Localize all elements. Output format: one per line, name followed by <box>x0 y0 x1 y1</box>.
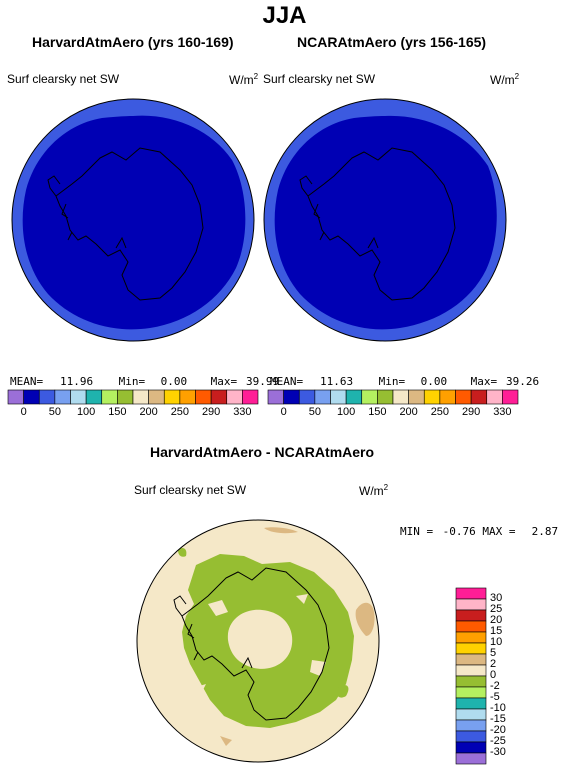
colorbar-tick-label: -15 <box>490 713 506 725</box>
colorbar-tick-label: 330 <box>493 406 512 418</box>
colorbar-tick-label: 10 <box>490 636 503 648</box>
colorbar-tick-label: 290 <box>461 406 481 418</box>
colorbar-tick-label: 20 <box>490 614 503 626</box>
colorbar-box <box>502 389 519 405</box>
colorbar-box <box>455 664 487 677</box>
diff-colorbar <box>455 587 487 765</box>
diff-pocket-4 <box>186 684 206 696</box>
colorbar-tick-label: 290 <box>201 406 221 418</box>
diff-units: W/m2 <box>359 483 389 498</box>
colorbar-tick-label: -5 <box>490 691 500 703</box>
diff-center-pocket <box>227 609 293 669</box>
colorbar-box <box>455 620 487 633</box>
panel-left-colorbar-ticks: 0 50 100 150 200 250 290 330 <box>8 406 258 420</box>
diff-pocket-1 <box>208 600 228 616</box>
colorbar-box <box>455 708 487 721</box>
panel-right-colorbar <box>267 389 519 405</box>
panel-left-title: HarvardAtmAero (yrs 160-169) <box>32 34 234 50</box>
colorbar-box <box>242 389 259 405</box>
colorbar-box <box>455 730 487 743</box>
colorbar-tick-label: 50 <box>48 406 61 418</box>
panel-right-colorbar-ticks: 0 50 100 150 200 250 290 330 <box>268 406 518 420</box>
diff-pocket-2 <box>296 594 308 604</box>
colorbar-tick-label: 150 <box>108 406 127 418</box>
colorbar-tick-label: 15 <box>490 625 503 637</box>
diff-light-patch-2 <box>264 527 298 534</box>
colorbar-tick-label: 5 <box>490 647 497 659</box>
colorbar-tick-label: -2 <box>490 680 500 692</box>
panel-left-units: W/m2 <box>229 72 259 87</box>
colorbar-tick-label: 250 <box>430 406 450 418</box>
colorbar-box <box>455 609 487 622</box>
panel-left-variable-label: Surf clearsky net SW <box>7 72 120 86</box>
colorbar-tick-label: 0 <box>490 669 497 681</box>
panel-left-field-inner <box>22 115 246 330</box>
colorbar-box <box>455 719 487 732</box>
panel-right-units: W/m2 <box>490 72 520 87</box>
colorbar-tick-label: -25 <box>490 735 506 747</box>
panel-left-colorbar <box>7 389 259 405</box>
colorbar-tick-label: 30 <box>490 592 503 604</box>
diff-colorbar-ticks: 30 25 20 15 10 5 2 0 -2 -5 -10 -15 -20 -25 -30 <box>490 588 530 764</box>
figure-title: JJA <box>262 2 307 29</box>
colorbar-box <box>455 631 487 644</box>
diff-light-patch-3 <box>220 736 232 746</box>
diff-border <box>136 519 380 763</box>
panel-left-peninsula <box>47 175 127 249</box>
colorbar-tick-label: 50 <box>308 406 321 418</box>
colorbar-tick-label: 100 <box>336 406 356 418</box>
colorbar-box <box>455 642 487 655</box>
diff-small-patch-2 <box>336 685 349 698</box>
panel-right-field-inner <box>274 115 497 330</box>
colorbar-tick-label: -10 <box>490 702 506 714</box>
panel-left-stats: MEAN= 11.96 Min= 0.00 Max= 39.99 <box>10 375 280 388</box>
diff-light-patch-1 <box>355 602 375 636</box>
panel-right-peninsula <box>299 175 379 249</box>
colorbar-box <box>455 697 487 710</box>
panel-right-variable-label: Surf clearsky net SW <box>263 72 376 86</box>
colorbar-box <box>455 598 487 611</box>
panel-right-stats: MEAN= 11.63 Min= 0.00 Max= 39.26 <box>270 375 540 388</box>
colorbar-box <box>455 675 487 688</box>
colorbar-box <box>455 587 487 600</box>
diff-variable-label: Surf clearsky net SW <box>134 483 247 497</box>
colorbar-box <box>455 653 487 666</box>
diff-minmax: MIN = -0.76 MAX = 2.87 <box>400 525 559 538</box>
colorbar-tick-label: 200 <box>399 406 418 418</box>
colorbar-tick-label: 0 <box>280 406 287 418</box>
colorbar-tick-label: 200 <box>139 406 158 418</box>
diff-pocket-3 <box>310 660 326 676</box>
colorbar-box <box>455 686 487 699</box>
colorbar-tick-label: 150 <box>368 406 387 418</box>
colorbar-box <box>455 752 487 765</box>
diff-peninsula <box>173 595 253 669</box>
colorbar-tick-label: 250 <box>170 406 190 418</box>
diff-small-patch-1 <box>178 548 187 557</box>
colorbar-tick-label: 2 <box>490 658 497 670</box>
colorbar-tick-label: -30 <box>490 746 506 758</box>
colorbar-tick-label: 25 <box>490 603 503 615</box>
panel-right-title: NCARAtmAero (yrs 156-165) <box>297 34 487 50</box>
colorbar-tick-label: 0 <box>20 406 27 418</box>
colorbar-tick-label: 330 <box>233 406 252 418</box>
colorbar-tick-label: 100 <box>76 406 96 418</box>
colorbar-box <box>455 741 487 754</box>
diff-title: HarvardAtmAero - NCARAtmAero <box>150 444 375 460</box>
colorbar-tick-label: -20 <box>490 724 506 736</box>
